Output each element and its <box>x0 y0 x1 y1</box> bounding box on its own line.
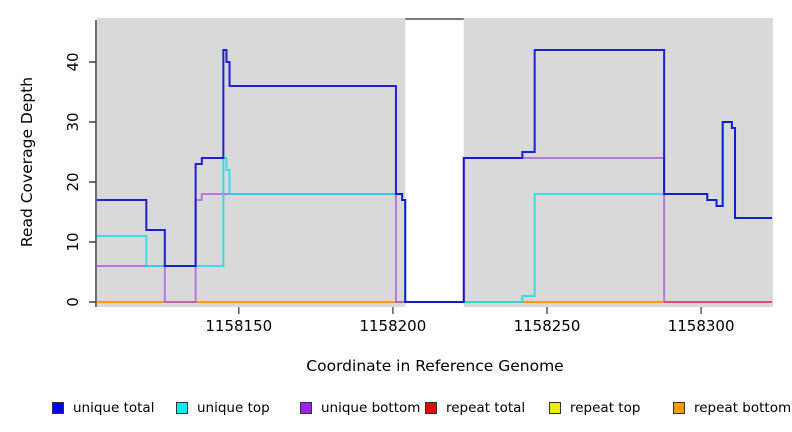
y-axis-title: Read Coverage Depth <box>18 76 36 248</box>
y-tick-label: 20 <box>64 172 82 192</box>
legend-item-unique-top: unique top <box>176 398 270 418</box>
y-tick-label: 10 <box>64 232 82 252</box>
legend-label: repeat top <box>570 400 641 416</box>
x-axis-title: Coordinate in Reference Genome <box>306 357 564 375</box>
legend-swatch-icon <box>300 402 312 414</box>
legend-label: repeat bottom <box>694 400 792 416</box>
y-tick-label: 30 <box>64 112 82 132</box>
x-tick-label: 1158150 <box>205 317 273 335</box>
legend-label: unique top <box>197 400 270 416</box>
legend-label: unique bottom <box>321 400 421 416</box>
y-tick-label: 40 <box>64 52 82 72</box>
legend-label: unique total <box>73 400 155 416</box>
legend: unique total unique top unique bottom repea… <box>0 398 792 422</box>
legend-item-repeat-bottom: repeat bottom <box>673 398 791 418</box>
legend-item-unique-total: unique total <box>52 398 154 418</box>
legend-label: repeat total <box>446 400 526 416</box>
legend-swatch-icon <box>176 402 188 414</box>
legend-item-unique-bottom: unique bottom <box>300 398 420 418</box>
legend-swatch-icon <box>425 402 437 414</box>
x-tick-label: 1158200 <box>359 317 427 335</box>
legend-swatch-icon <box>549 402 561 414</box>
no-data-gap <box>405 18 464 307</box>
y-tick-label: 0 <box>64 297 82 307</box>
legend-swatch-icon <box>52 402 64 414</box>
x-tick-label: 1158250 <box>513 317 581 335</box>
legend-item-repeat-total: repeat total <box>425 398 525 418</box>
legend-swatch-icon <box>673 402 685 414</box>
legend-item-repeat-top: repeat top <box>549 398 640 418</box>
unique-bottom-line <box>97 157 666 303</box>
unique-total-line <box>97 49 772 303</box>
x-tick-label: 1158300 <box>667 317 735 335</box>
